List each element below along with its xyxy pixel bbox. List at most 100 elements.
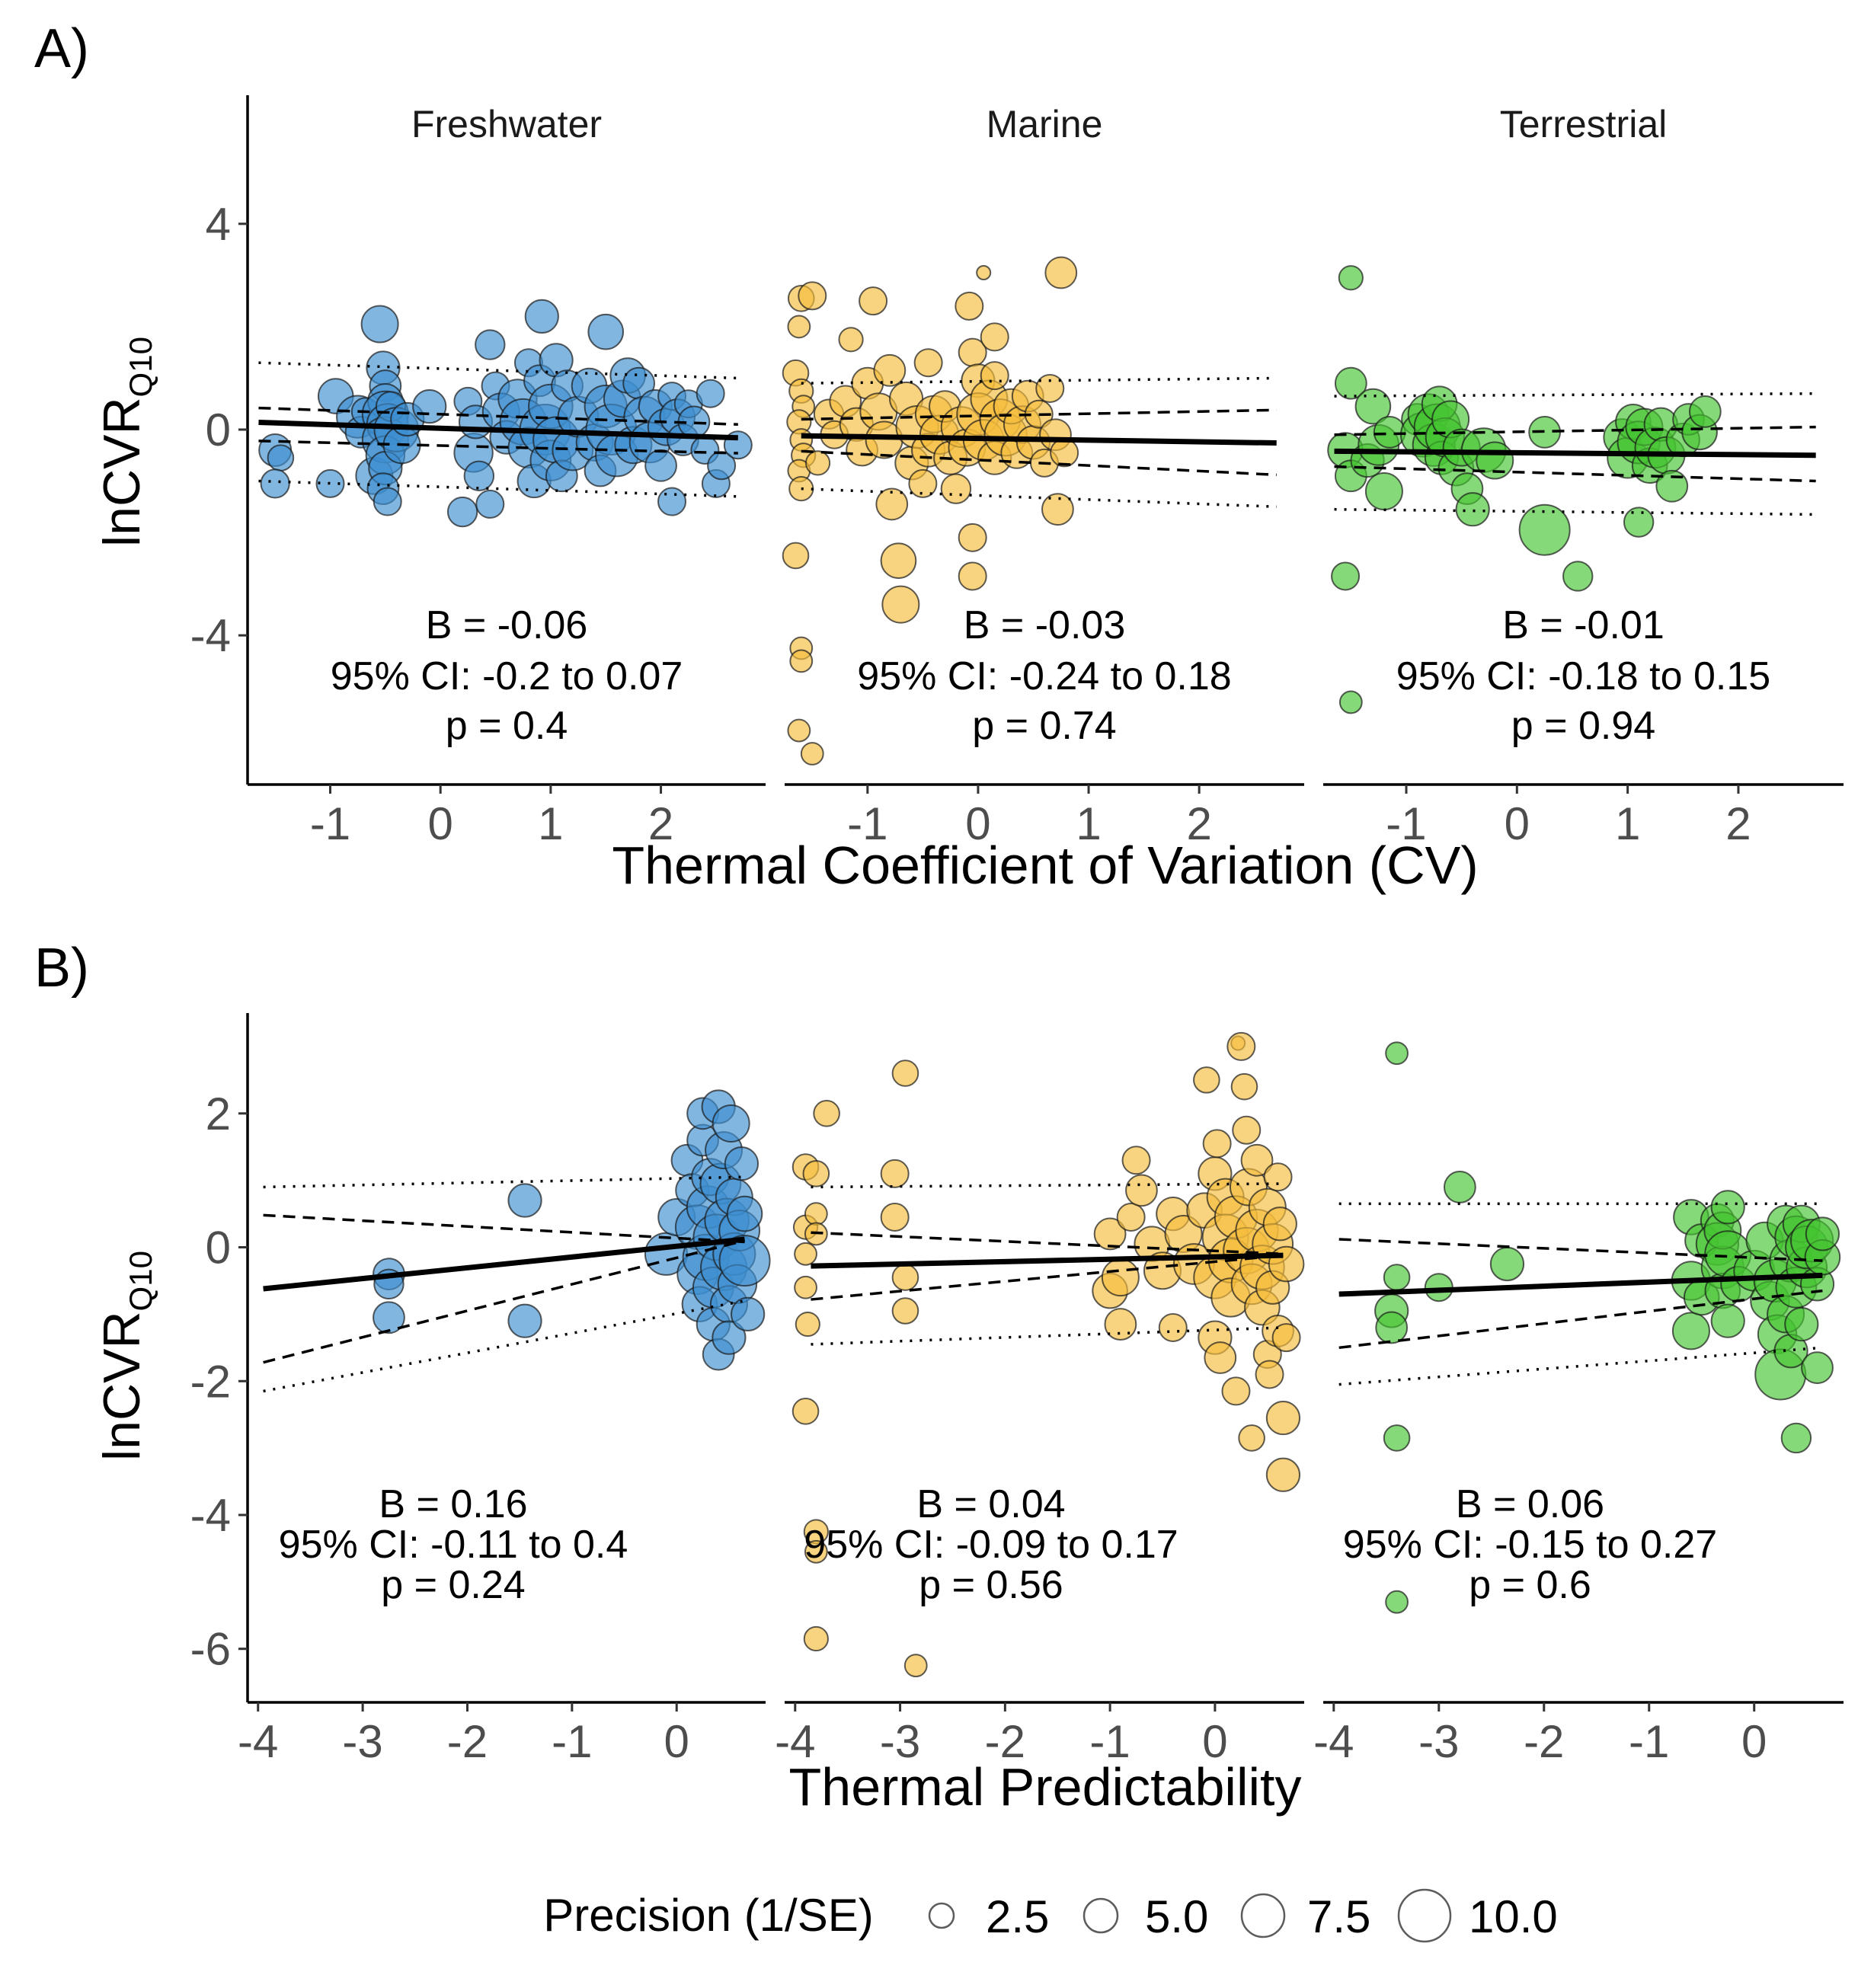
data-point — [1158, 1312, 1188, 1342]
confidence-interval-lower — [1334, 465, 1816, 483]
regression-line — [1334, 448, 1816, 459]
data-point — [696, 379, 725, 408]
data-point — [891, 1297, 919, 1325]
data-point — [1338, 265, 1364, 291]
stat-ci: 95% CI: -0.15 to 0.27 — [1343, 1523, 1717, 1567]
data-point — [794, 1275, 817, 1299]
legend-title: Precision (1/SE) — [543, 1890, 873, 1941]
data-point — [1476, 441, 1514, 480]
data-point — [1240, 1143, 1274, 1177]
data-point — [1455, 492, 1490, 527]
data-point — [1331, 561, 1361, 591]
data-point — [787, 315, 811, 339]
legend-key — [928, 1902, 955, 1929]
data-point — [718, 1235, 771, 1287]
data-point — [813, 1099, 840, 1127]
y-tick-label: -4 — [190, 610, 231, 661]
y-axis-title-subscript: Q10 — [123, 1251, 158, 1311]
data-point — [859, 286, 888, 316]
data-point — [1385, 1041, 1409, 1066]
x-tick-label: 0 — [1505, 798, 1530, 849]
confidence-interval-upper — [1334, 425, 1816, 436]
points-terrestrial — [1327, 265, 1722, 714]
stat-ci: 95% CI: -0.24 to 0.18 — [857, 654, 1231, 698]
data-point — [726, 1195, 763, 1232]
data-point — [880, 1202, 910, 1232]
regression-line — [258, 420, 738, 441]
x-axis-title: Thermal Predictability — [789, 1757, 1302, 1817]
legend-key — [1397, 1888, 1452, 1943]
facet-label: Marine — [987, 103, 1103, 145]
data-point — [712, 1104, 750, 1143]
data-point — [1364, 472, 1403, 511]
x-tick-label: -4 — [238, 1716, 278, 1767]
data-point — [260, 468, 290, 499]
data-point — [1104, 1308, 1137, 1341]
x-tick-label: -4 — [775, 1716, 815, 1767]
data-point — [980, 322, 1009, 352]
data-point — [913, 348, 943, 378]
panel-a: A) lnCVRQ10 -4 0 4 Freshwater -1 0 1 2 B = -0.06 95… — [34, 18, 1844, 895]
panel-label: A) — [34, 18, 89, 79]
x-tick-label: 0 — [1202, 1716, 1227, 1767]
prediction-interval-upper — [258, 361, 738, 380]
data-point — [1489, 1246, 1525, 1282]
prediction-interval-lower — [801, 487, 1277, 509]
facet-marine: Marine -1 0 1 2 B = -0.03 95% CI: -0.24 to 0.1… — [782, 103, 1304, 849]
x-tick-label: -1 — [847, 798, 887, 849]
data-point — [1655, 469, 1689, 503]
points-marine — [782, 256, 1079, 765]
data-point — [507, 1303, 542, 1338]
data-point — [507, 1183, 542, 1218]
data-point — [1193, 1066, 1220, 1094]
prediction-interval-lower — [258, 479, 738, 498]
legend: Precision (1/SE) 2.5 5.0 7.5 10.0 — [543, 1888, 1558, 1943]
data-point — [1221, 1376, 1251, 1406]
confidence-interval-lower — [263, 1239, 745, 1364]
legend-key — [1240, 1893, 1286, 1938]
data-point — [1375, 1311, 1409, 1344]
y-tick-label: 2 — [206, 1088, 231, 1139]
confidence-interval-upper — [263, 1213, 745, 1244]
x-tick-label: -3 — [880, 1716, 920, 1767]
stat-p: p = 0.6 — [1469, 1563, 1591, 1607]
data-point — [1230, 1072, 1258, 1101]
data-point — [1262, 1207, 1297, 1242]
stat-p: p = 0.94 — [1511, 704, 1655, 748]
data-point — [803, 1625, 829, 1652]
x-tick-label: 1 — [1615, 798, 1640, 849]
stat-p: p = 0.56 — [919, 1563, 1063, 1607]
data-point — [475, 489, 505, 519]
data-point — [802, 1160, 830, 1187]
data-point — [712, 1320, 747, 1355]
data-point — [1623, 507, 1655, 538]
stat-b: B = 0.06 — [1456, 1482, 1604, 1526]
data-point — [1338, 690, 1363, 714]
data-point — [891, 1264, 919, 1291]
data-point — [1383, 1424, 1411, 1452]
data-point — [1801, 1351, 1834, 1385]
x-tick-label: -1 — [1386, 798, 1426, 849]
confidence-interval-lower — [258, 439, 738, 455]
legend-label: 2.5 — [986, 1891, 1049, 1942]
stat-ci: 95% CI: -0.09 to 0.17 — [804, 1523, 1178, 1567]
confidence-interval-upper — [258, 406, 738, 426]
data-point — [1443, 1171, 1476, 1203]
data-point — [789, 649, 814, 673]
data-point — [267, 444, 295, 471]
x-tick-label: -3 — [1418, 1716, 1459, 1767]
panel-label: B) — [34, 938, 89, 999]
data-point — [1710, 1190, 1745, 1225]
regression-line — [801, 433, 1277, 446]
data-point — [1125, 1174, 1158, 1207]
data-point — [798, 281, 827, 311]
regression-line — [1338, 1272, 1823, 1297]
data-point — [1232, 1115, 1262, 1145]
regression-line — [811, 1252, 1284, 1269]
prediction-interval-lower — [1338, 1346, 1823, 1386]
data-point — [1226, 1031, 1256, 1061]
x-tick-label: 0 — [664, 1716, 689, 1767]
